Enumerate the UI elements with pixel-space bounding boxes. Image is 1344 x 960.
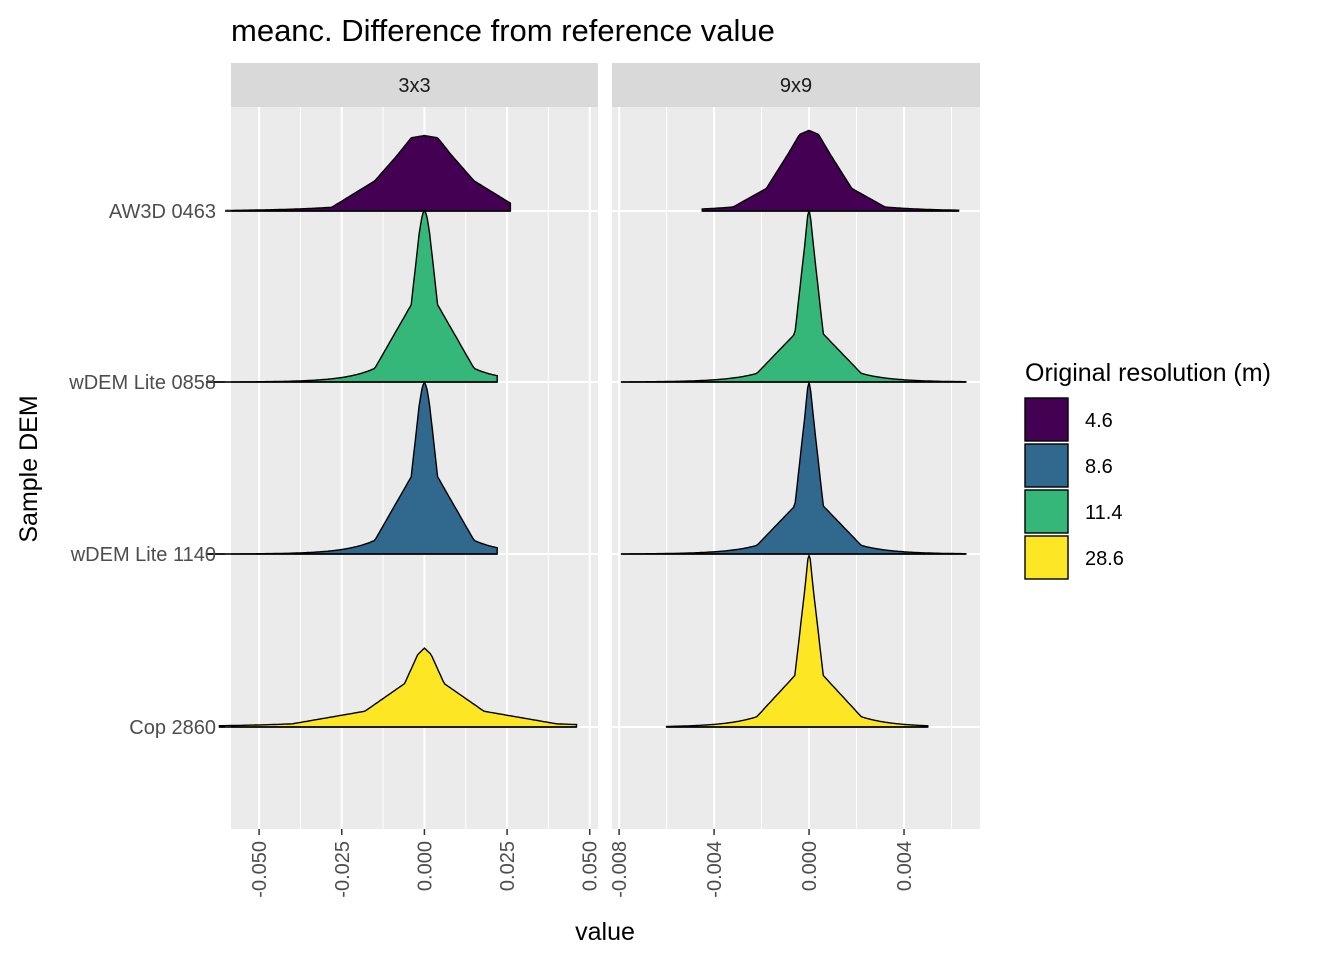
- x-tick-label: 0.050: [580, 841, 602, 891]
- x-tick-label: 0.025: [497, 841, 519, 891]
- legend-swatch: [1024, 489, 1069, 534]
- x-tick-label: -0.025: [332, 841, 354, 898]
- legend-swatch: [1024, 443, 1069, 488]
- facet-panel: 3x3 -0.050 -0.025 0.000 0.025 0.050: [206, 63, 602, 898]
- density-ridge: [225, 134, 512, 212]
- y-tick-label: wDEM Lite 1140: [70, 544, 216, 566]
- y-tick-label: Cop 2860: [129, 717, 216, 739]
- facet-strip: [231, 63, 598, 107]
- legend-swatch: [1024, 397, 1069, 442]
- x-tick-label: -0.004: [704, 841, 726, 898]
- legend-title: Original resolution (m): [1025, 359, 1271, 387]
- facet-strip-label: 3x3: [398, 75, 430, 97]
- legend-swatch: [1024, 535, 1069, 580]
- x-axis-title: value: [575, 918, 635, 946]
- x-tick-label: -0.008: [609, 841, 631, 898]
- facet-panel: 9x9 -0.008 -0.004 0.000 0.004: [609, 63, 980, 898]
- density-ridge: [218, 647, 578, 728]
- plot-title: meanc. Difference from reference value: [231, 13, 775, 48]
- legend-label: 11.4: [1085, 502, 1122, 524]
- x-tick-label: 0.004: [894, 841, 916, 891]
- y-axis-title: Sample DEM: [15, 395, 43, 542]
- y-tick-label: wDEM Lite 0858: [68, 372, 216, 394]
- x-tick-label: 0.000: [414, 841, 436, 891]
- legend: Original resolution (m) 4.6 8.6 11.4 28.6: [1024, 359, 1271, 580]
- y-axis: AW3D 0463 wDEM Lite 0858 wDEM Lite 1140 Cop…: [68, 201, 231, 739]
- density-ridge: [665, 553, 929, 728]
- x-tick-label: 0.000: [799, 841, 821, 891]
- facet-strip: [612, 63, 980, 107]
- x-tick-label: -0.050: [249, 841, 271, 898]
- density-ridge: [701, 129, 960, 212]
- legend-label: 8.6: [1085, 456, 1113, 478]
- facet-panels: 3x3 -0.050 -0.025 0.000 0.025 0.050 9x9 -0.008 -…: [206, 63, 980, 898]
- legend-label: 4.6: [1085, 410, 1113, 432]
- facet-strip-label: 9x9: [780, 75, 812, 97]
- y-tick-label: AW3D 0463: [109, 201, 216, 223]
- legend-label: 28.6: [1085, 548, 1124, 570]
